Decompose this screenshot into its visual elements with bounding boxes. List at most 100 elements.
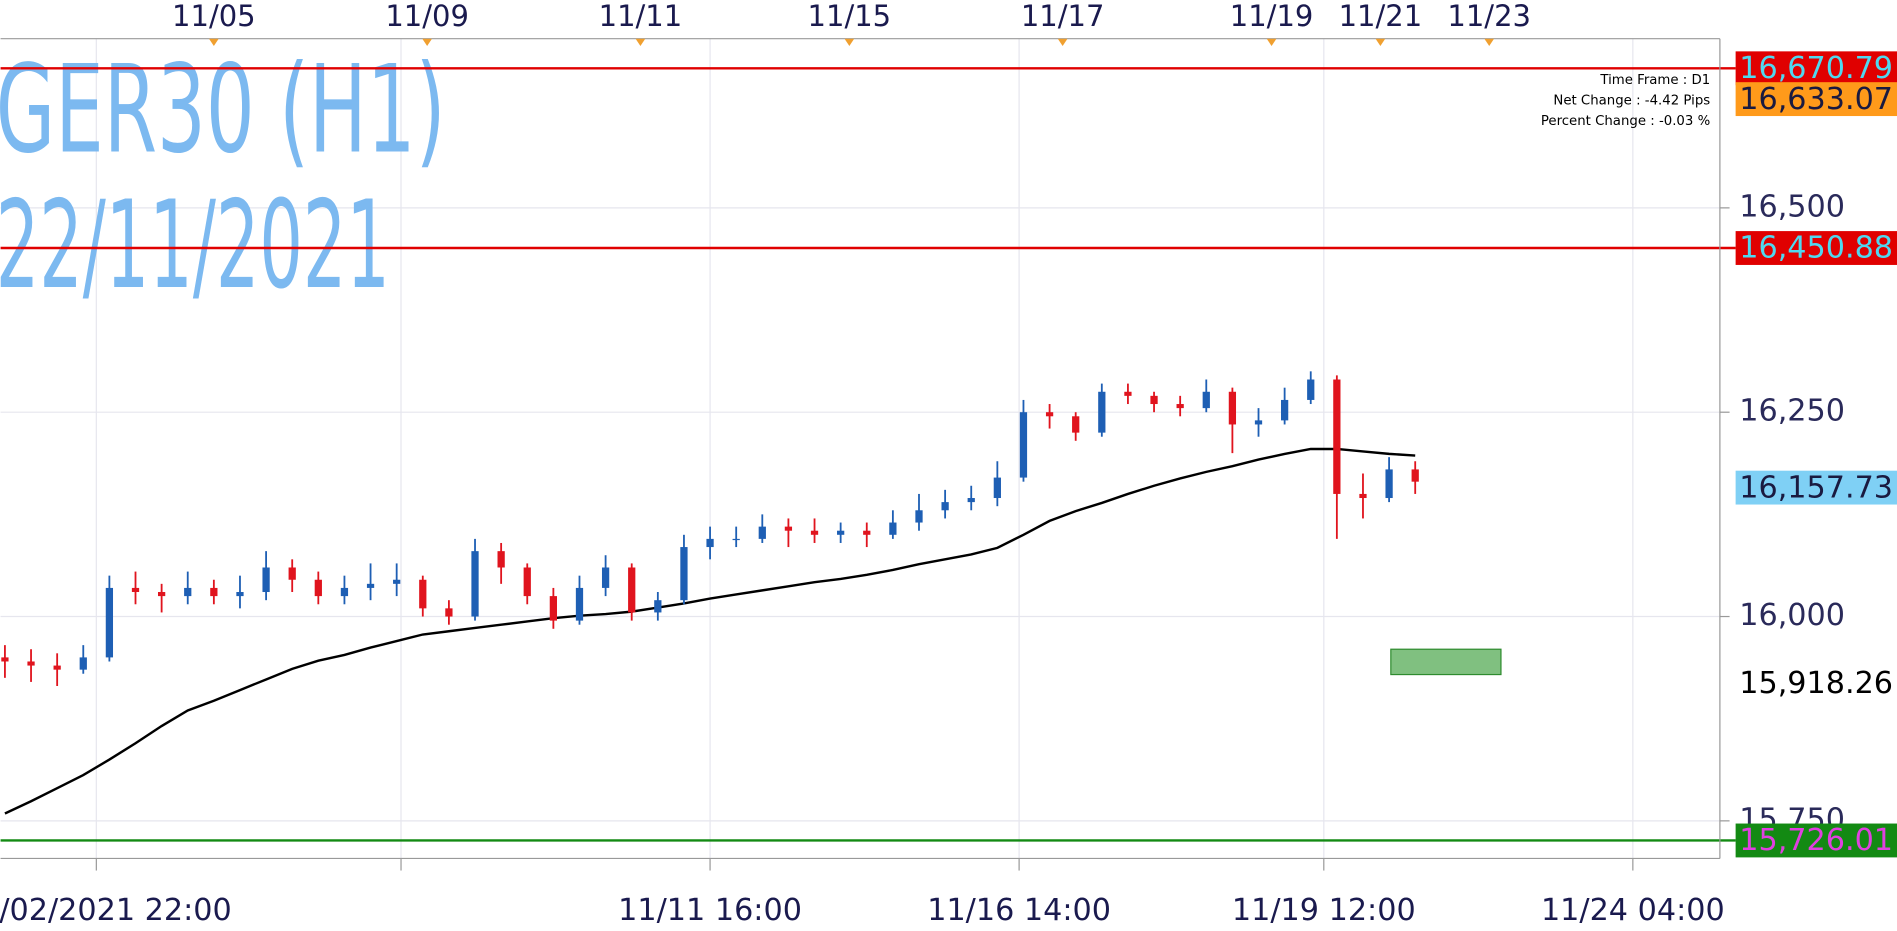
candle-body: [628, 567, 636, 613]
top-tick-marker: [422, 38, 432, 46]
candle-body: [575, 587, 584, 621]
price-tag-label: 16,157.73: [1739, 470, 1893, 505]
candle-body: [915, 510, 923, 523]
candle-body: [184, 587, 192, 597]
candle-body: [1098, 391, 1106, 433]
candle-body: [1202, 391, 1210, 409]
x-tick-label: 11/16 14:00: [927, 893, 1111, 928]
candle-body: [1, 657, 9, 662]
top-tick-label: 11/17: [1021, 0, 1105, 33]
candle-body: [1150, 395, 1158, 405]
price-tag: [1735, 82, 1897, 117]
y-tick-label: 16,500: [1739, 189, 1845, 224]
top-tick-marker: [209, 38, 219, 46]
candle-body: [393, 579, 401, 584]
candle-body: [601, 567, 610, 588]
candle-body: [941, 502, 949, 511]
x-tick-label: 11/02/2021 22:00: [0, 893, 232, 928]
candle-body: [889, 522, 897, 535]
candle-body: [497, 551, 505, 568]
price-tag: [1735, 51, 1897, 86]
top-tick-marker: [1057, 38, 1068, 46]
y-tick-label: 16,250: [1739, 394, 1845, 429]
candle-body: [732, 538, 740, 541]
top-tick-marker: [1266, 38, 1277, 46]
x-tick-label: 11/11 16:00: [618, 893, 802, 928]
candle-body: [445, 608, 453, 617]
top-tick-label: 11/11: [599, 0, 683, 33]
candle-body: [810, 530, 819, 535]
candle-body: [1359, 493, 1367, 499]
y-tick-label: 16,000: [1739, 598, 1845, 633]
x-tick-label: 11/24 04:00: [1541, 893, 1725, 928]
candle-body: [549, 596, 557, 621]
candle-body: [131, 587, 140, 593]
candle-body: [1307, 379, 1315, 400]
candle-body: [654, 600, 662, 613]
price-tag: [1735, 231, 1897, 265]
candle-body: [1254, 420, 1263, 425]
candle-body: [419, 579, 427, 609]
candle-body: [523, 567, 531, 597]
candle-body: [53, 665, 61, 670]
grid: [0, 38, 1720, 859]
top-tick-label: 11/15: [808, 0, 892, 33]
candle-body: [27, 661, 35, 666]
candle-body: [1333, 379, 1341, 494]
candle-body: [1411, 469, 1419, 482]
chart-subtitle: 22/11/2021: [0, 175, 390, 316]
top-tick-label: 11/21: [1339, 0, 1423, 33]
candle-body: [340, 587, 349, 597]
top-tick-marker: [635, 38, 646, 46]
info-text: Time Frame : D1: [1599, 73, 1710, 88]
target-zone: [1390, 648, 1502, 676]
candle-body: [105, 587, 114, 658]
candle-body: [993, 477, 1001, 499]
top-tick-marker: [1375, 38, 1386, 46]
candle-body: [210, 587, 218, 597]
price-tag: [1735, 470, 1897, 505]
candle-body: [288, 567, 296, 580]
candle-body: [1176, 404, 1184, 409]
chart-title: GER30 (H1): [0, 40, 446, 181]
candle-body: [706, 538, 714, 548]
top-tick-marker: [844, 38, 855, 46]
candle-body: [863, 530, 871, 535]
top-tick-label: 11/05: [172, 0, 256, 33]
plot: [0, 67, 1736, 842]
candle-body: [1385, 469, 1393, 499]
info-text: Percent Change : -0.03 %: [1541, 114, 1710, 129]
price-tag-label: 16,670.79: [1739, 51, 1893, 86]
candle-body: [758, 526, 766, 539]
candle-body: [262, 567, 270, 593]
candle-body: [784, 526, 793, 531]
candle-body: [157, 592, 166, 597]
candle-body: [837, 530, 845, 535]
top-tick-label: 11/19: [1230, 0, 1314, 33]
candle-body: [314, 579, 322, 597]
info-text: Net Change : -4.42 Pips: [1553, 93, 1710, 108]
top-tick-label: 11/23: [1447, 0, 1531, 33]
price-tag: [1735, 823, 1897, 858]
price-tag: [1735, 666, 1897, 701]
top-tick-marker: [1484, 38, 1495, 46]
candle-body: [1281, 399, 1289, 421]
candle-body: [79, 657, 87, 670]
top-tick-label: 11/09: [385, 0, 469, 33]
candle-body: [967, 498, 975, 503]
candle-body: [1072, 416, 1080, 433]
candle-body: [1124, 391, 1132, 396]
candle-body: [471, 551, 479, 617]
candle-body: [236, 592, 244, 597]
candle-body: [1228, 391, 1237, 425]
candle-body: [1019, 412, 1028, 478]
candle-body: [366, 583, 375, 588]
candle-body: [1045, 412, 1054, 417]
price-tag-label: 15,726.01: [1739, 823, 1893, 858]
price-tag-label: 15,918.26: [1739, 666, 1893, 701]
moving-average: [4, 447, 1416, 815]
